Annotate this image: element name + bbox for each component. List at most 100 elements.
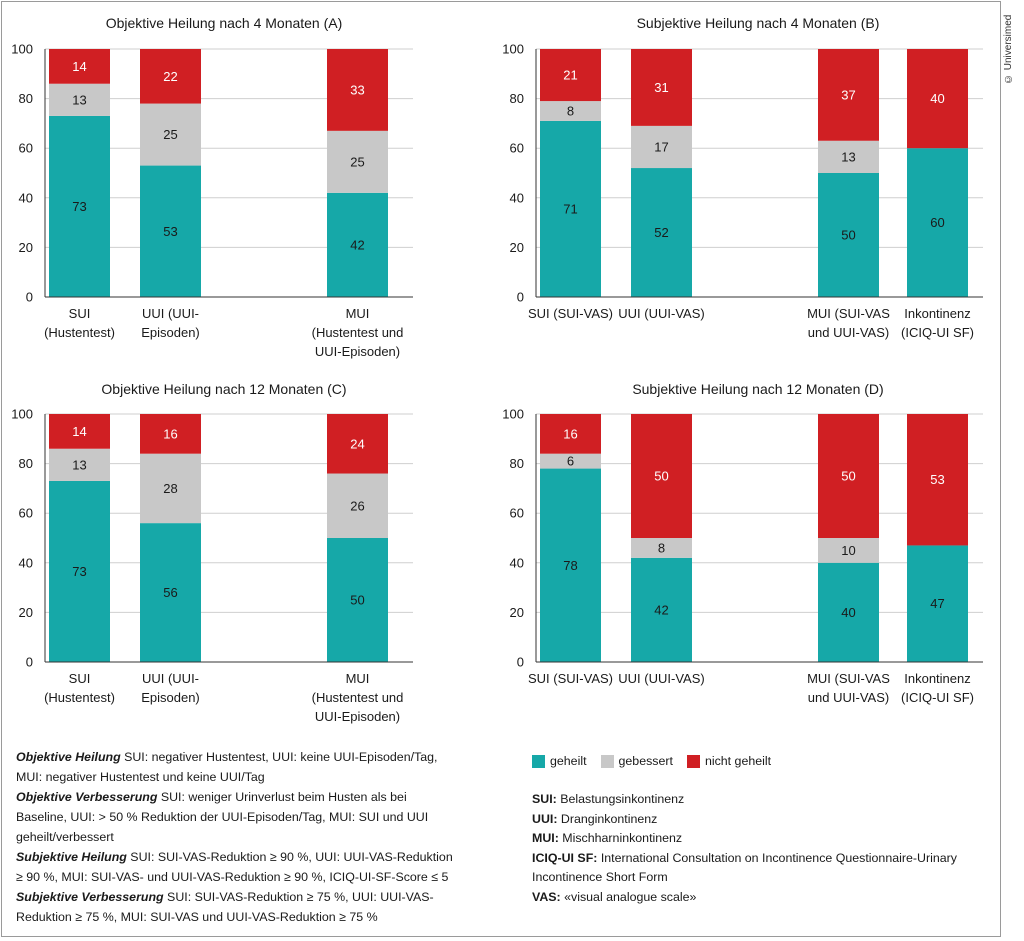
data-label-d: 42: [654, 602, 668, 617]
chart-title-d: Subjektive Heilung nach 12 Monaten (D): [632, 381, 883, 397]
chart-panel-c: Objektive Heilung nach 12 Monaten (C) 0 20…: [11, 381, 413, 724]
chart-title-c: Objektive Heilung nach 12 Monaten (C): [101, 381, 346, 397]
data-label-b: 60: [930, 215, 944, 230]
data-label-c: 16: [163, 426, 177, 441]
legend: geheilt gebessert nicht geheilt: [532, 751, 785, 771]
data-label-d: 16: [563, 426, 577, 441]
data-label-a: 13: [72, 92, 86, 107]
y-tick-label-b: 100: [502, 42, 524, 57]
data-label-b: 37: [841, 87, 855, 102]
legend-label-nicht-geheilt: nicht geheilt: [705, 754, 771, 768]
note-objective-cure-term: Objektive Heilung: [16, 750, 121, 764]
data-label-b: 17: [654, 139, 668, 154]
category-label-c: (Hustentest und: [312, 690, 404, 705]
data-label-d: 10: [841, 543, 855, 558]
y-tick-label-a: 40: [19, 190, 33, 205]
y-tick-label-a: 0: [26, 290, 33, 305]
abbr-vas-text: «visual analogue scale»: [561, 890, 697, 904]
data-label-b: 71: [563, 201, 577, 216]
chart-panel-d: Subjektive Heilung nach 12 Monaten (D) 0 2…: [502, 381, 983, 705]
data-label-a: 73: [72, 199, 86, 214]
data-label-d: 78: [563, 558, 577, 573]
note-objective-improvement: Objektive Verbesserung SUI: weniger Urin…: [16, 787, 456, 847]
data-label-c: 28: [163, 481, 177, 496]
y-tick-label-a: 80: [19, 91, 33, 106]
data-label-a: 25: [350, 154, 364, 169]
data-label-a: 42: [350, 237, 364, 252]
abbr-uui-term: UUI:: [532, 812, 557, 826]
y-tick-label-b: 80: [510, 91, 524, 106]
data-label-b: 50: [841, 228, 855, 243]
category-label-a: MUI: [346, 306, 370, 321]
y-tick-label-b: 20: [510, 240, 524, 255]
chart-panel-a: Objektive Heilung nach 4 Monaten (A)0204…: [11, 15, 413, 359]
abbr-uui-text: Dranginkontinenz: [557, 812, 657, 826]
legend-swatch-gebessert: [601, 755, 614, 768]
y-tick-label-b: 40: [510, 190, 524, 205]
data-label-b: 31: [654, 80, 668, 95]
category-label-c: UUI-Episoden): [315, 709, 400, 724]
data-label-b: 21: [563, 68, 577, 83]
category-label-d: und UUI-VAS): [808, 690, 889, 705]
abbr-sui: SUI: Belastungsinkontinenz: [532, 790, 972, 810]
note-objective-improvement-term: Objektive Verbesserung: [16, 790, 157, 804]
y-tick-label-c: 20: [19, 605, 33, 620]
y-tick-label-c: 60: [19, 506, 33, 521]
category-label-a: (Hustentest und: [312, 325, 404, 340]
charts-area: Objektive Heilung nach 4 Monaten (A)0204…: [0, 0, 1024, 740]
data-label-b: 52: [654, 225, 668, 240]
category-label-c: UUI (UUI-: [142, 671, 199, 686]
y-tick-label-c: 80: [19, 456, 33, 471]
y-tick-label-d: 80: [510, 456, 524, 471]
data-label-b: 13: [841, 149, 855, 164]
category-label-b: (ICIQ-UI SF): [901, 325, 974, 340]
legend-item-nicht-geheilt: nicht geheilt: [687, 754, 771, 768]
category-label-b: SUI (SUI-VAS): [528, 306, 613, 321]
category-label-d: Inkontinenz: [904, 671, 971, 686]
abbr-mui: MUI: Mischharninkontinenz: [532, 829, 972, 849]
abbr-sui-text: Belastungsinkontinenz: [557, 792, 684, 806]
category-label-b: und UUI-VAS): [808, 325, 889, 340]
abbr-uui: UUI: Dranginkontinenz: [532, 810, 972, 830]
y-tick-label-b: 0: [517, 290, 524, 305]
category-label-d: SUI (SUI-VAS): [528, 671, 613, 686]
data-label-c: 26: [350, 498, 364, 513]
y-tick-label-a: 100: [11, 42, 33, 57]
data-label-d: 50: [841, 469, 855, 484]
note-subjective-cure: Subjektive Heilung SUI: SUI-VAS-Reduktio…: [16, 847, 456, 887]
credit-text: © Universimed: [1003, 4, 1021, 84]
category-label-b: MUI (SUI-VAS: [807, 306, 890, 321]
data-label-b: 8: [567, 104, 574, 119]
y-tick-label-d: 60: [510, 506, 524, 521]
y-tick-label-d: 100: [502, 407, 524, 422]
data-label-a: 53: [163, 224, 177, 239]
category-label-a: (Hustentest): [44, 325, 115, 340]
y-tick-label-d: 20: [510, 605, 524, 620]
chart-title-b: Subjektive Heilung nach 4 Monaten (B): [637, 15, 880, 31]
category-label-d: UUI (UUI-VAS): [618, 671, 704, 686]
data-label-c: 56: [163, 585, 177, 600]
data-label-a: 14: [72, 59, 86, 74]
y-tick-label-d: 40: [510, 555, 524, 570]
data-label-a: 25: [163, 127, 177, 142]
legend-swatch-geheilt: [532, 755, 545, 768]
data-label-c: 50: [350, 593, 364, 608]
legend-label-geheilt: geheilt: [550, 754, 587, 768]
category-label-a: UUI (UUI-: [142, 306, 199, 321]
category-label-b: Inkontinenz: [904, 306, 971, 321]
data-label-c: 73: [72, 564, 86, 579]
legend-item-geheilt: geheilt: [532, 754, 587, 768]
abbr-vas: VAS: «visual analogue scale»: [532, 888, 972, 908]
category-label-a: UUI-Episoden): [315, 344, 400, 359]
abbr-iciq: ICIQ-UI SF: International Consultation o…: [532, 849, 972, 888]
note-objective-cure: Objektive Heilung SUI: negativer Hustent…: [16, 747, 456, 787]
category-label-a: SUI: [69, 306, 91, 321]
category-label-a: Episoden): [141, 325, 200, 340]
category-label-c: (Hustentest): [44, 690, 115, 705]
definitions-notes: Objektive Heilung SUI: negativer Hustent…: [16, 747, 456, 927]
category-label-d: (ICIQ-UI SF): [901, 690, 974, 705]
data-label-d: 53: [930, 472, 944, 487]
data-label-c: 13: [72, 457, 86, 472]
data-label-d: 8: [658, 540, 665, 555]
y-tick-label-c: 0: [26, 655, 33, 670]
